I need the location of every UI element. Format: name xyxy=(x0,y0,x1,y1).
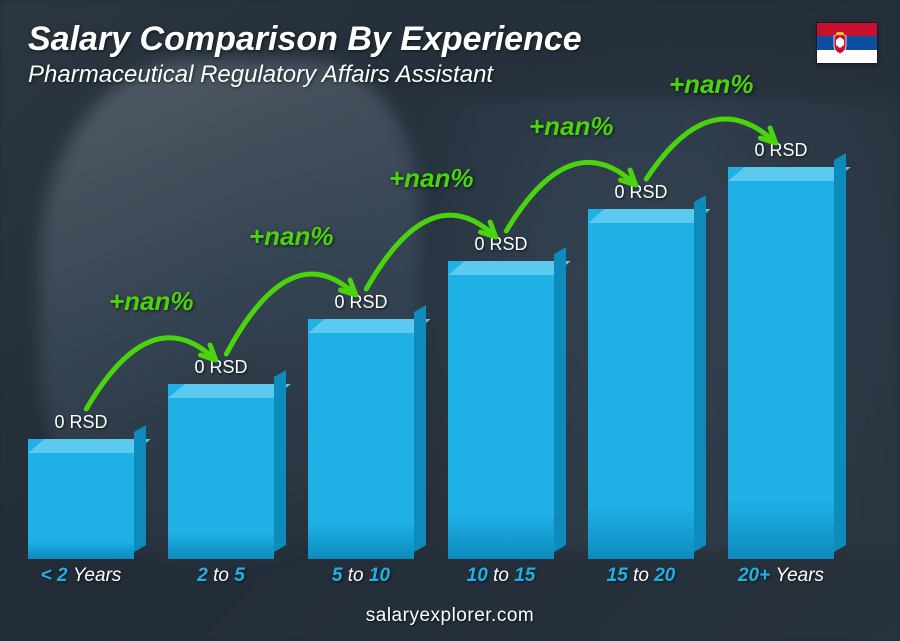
bar-side-face xyxy=(554,247,566,552)
serbia-flag-icon xyxy=(816,22,878,64)
percent-change-label: +nan% xyxy=(389,163,474,194)
bar-3d xyxy=(588,209,694,559)
bar-top-face xyxy=(28,439,151,453)
bar-value-label: 0 RSD xyxy=(754,140,807,161)
page-subtitle: Pharmaceutical Regulatory Affairs Assist… xyxy=(28,61,582,89)
bar-side-face xyxy=(134,425,146,552)
percent-change-label: +nan% xyxy=(529,111,614,142)
x-axis-labels: < 2 Years 2 to 5 5 to 10 10 to 15 15 to 20 20… xyxy=(28,565,848,587)
bar-front-face xyxy=(168,384,274,559)
bar-value-label: 0 RSD xyxy=(614,182,667,203)
bar-group: 0 RSD xyxy=(308,292,414,559)
header: Salary Comparison By Experience Pharmace… xyxy=(28,20,582,89)
bar-group: 0 RSD xyxy=(168,357,274,559)
percent-change-label: +nan% xyxy=(669,69,754,100)
x-axis-label: 15 to 20 xyxy=(588,565,694,587)
infographic-container: Salary Comparison By Experience Pharmace… xyxy=(0,0,900,641)
bar-3d xyxy=(448,261,554,559)
percent-change-label: +nan% xyxy=(109,286,194,317)
x-axis-label: 2 to 5 xyxy=(168,565,274,587)
bar-front-face xyxy=(28,439,134,559)
bar-front-face xyxy=(588,209,694,559)
x-axis-label: < 2 Years xyxy=(28,565,134,587)
bar-group: 0 RSD xyxy=(28,412,134,559)
bar-value-label: 0 RSD xyxy=(54,412,107,433)
bar-3d xyxy=(728,167,834,559)
bar-front-face xyxy=(448,261,554,559)
bar-side-face xyxy=(274,370,286,552)
bar-side-face xyxy=(834,153,846,552)
bar-top-face xyxy=(728,167,851,181)
footer-source: salaryexplorer.com xyxy=(0,605,900,627)
page-title: Salary Comparison By Experience xyxy=(28,20,582,59)
bar-value-label: 0 RSD xyxy=(474,234,527,255)
bar-top-face xyxy=(308,319,431,333)
bar-3d xyxy=(28,439,134,559)
bar-3d xyxy=(308,319,414,559)
bar-front-face xyxy=(728,167,834,559)
bar-top-face xyxy=(448,261,571,275)
x-axis-label: 20+ Years xyxy=(728,565,834,587)
bar-value-label: 0 RSD xyxy=(334,292,387,313)
bar-group: 0 RSD xyxy=(728,140,834,559)
bar-group: 0 RSD xyxy=(588,182,694,559)
bar-top-face xyxy=(588,209,711,223)
x-axis-label: 5 to 10 xyxy=(308,565,414,587)
bar-value-label: 0 RSD xyxy=(194,357,247,378)
x-axis-label: 10 to 15 xyxy=(448,565,554,587)
bar-chart: 0 RSD 0 RSD 0 RSD 0 RSD 0 RSD xyxy=(28,107,848,587)
bar-side-face xyxy=(694,195,706,552)
bar-top-face xyxy=(168,384,291,398)
bar-side-face xyxy=(414,305,426,552)
flag-crest-icon xyxy=(831,31,849,55)
bar-3d xyxy=(168,384,274,559)
bar-group: 0 RSD xyxy=(448,234,554,559)
bar-front-face xyxy=(308,319,414,559)
percent-change-label: +nan% xyxy=(249,221,334,252)
